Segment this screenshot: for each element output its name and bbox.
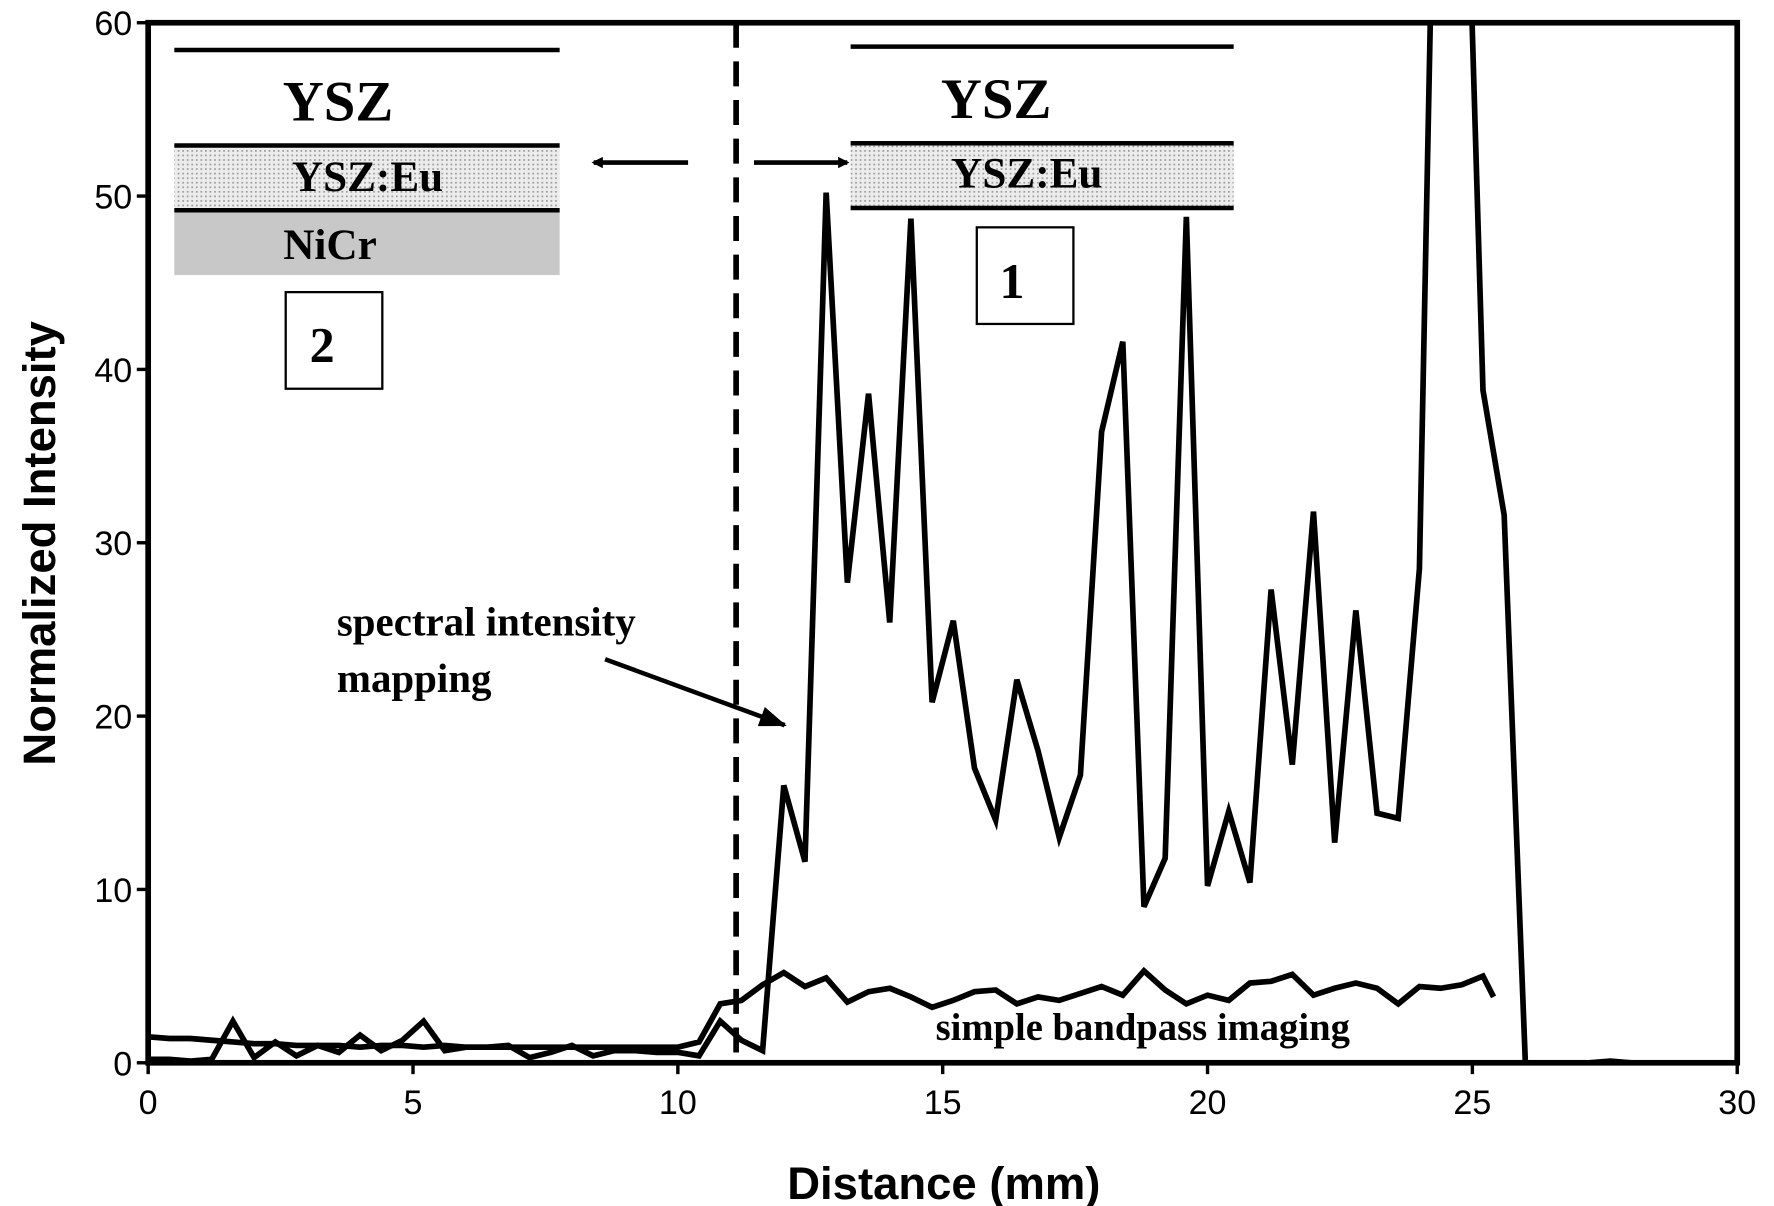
plot-area (148, 22, 1738, 1063)
layer-label: YSZ:Eu (951, 151, 1102, 198)
y-tick-label: 50 (94, 179, 132, 217)
annotation: spectral intensity mapping (336, 599, 636, 702)
annotation: simple bandpass imaging (936, 1007, 1350, 1049)
y-tick-label: 30 (94, 525, 132, 563)
layer-eu (850, 143, 1234, 209)
series-line (148, 966, 1497, 1051)
layer-label: YSZ:Eu (292, 154, 443, 201)
x-tick-label: 25 (1453, 1084, 1491, 1122)
x-axis-title: Distance (mm) (787, 1158, 1100, 1206)
x-tick-label: 15 (924, 1084, 962, 1122)
layer-eu (174, 145, 560, 211)
x-tick-label: 10 (659, 1084, 697, 1122)
annotation-box: spectral intensity mapping (336, 599, 636, 702)
y-tick-label: 10 (94, 872, 132, 910)
x-tick-label: 5 (404, 1084, 423, 1122)
label-box (284, 290, 384, 390)
box-label: 2 (310, 316, 335, 372)
inset-left: YSZ YSZ:Eu NiCr 2 (174, 47, 560, 390)
y-tick-label: 20 (94, 699, 132, 737)
plot-frame (145, 19, 1741, 1066)
series-line (148, 22, 1738, 1063)
box-label: 1 (1000, 253, 1025, 309)
y-tick-label: 60 (94, 5, 132, 43)
layer-nicr (174, 210, 560, 276)
y-tick-label: 0 (113, 1045, 132, 1083)
y-axis-title: Normalized Intensity (14, 320, 65, 765)
axes: 0 10 20 30 40 50 60 0 5 10 15 20 25 30 (94, 5, 1756, 1122)
inset-right: YSZ YSZ:Eu 1 (850, 44, 1234, 326)
layer-label: YSZ (941, 68, 1052, 131)
arrow (604, 657, 787, 728)
layer-label: YSZ (283, 70, 394, 133)
layer-label: NiCr (283, 222, 377, 269)
x-tick-label: 0 (139, 1084, 158, 1122)
y-tick-label: 40 (94, 352, 132, 390)
label-box (975, 226, 1075, 326)
x-tick-label: 30 (1718, 1084, 1756, 1122)
x-tick-label: 20 (1189, 1084, 1227, 1122)
